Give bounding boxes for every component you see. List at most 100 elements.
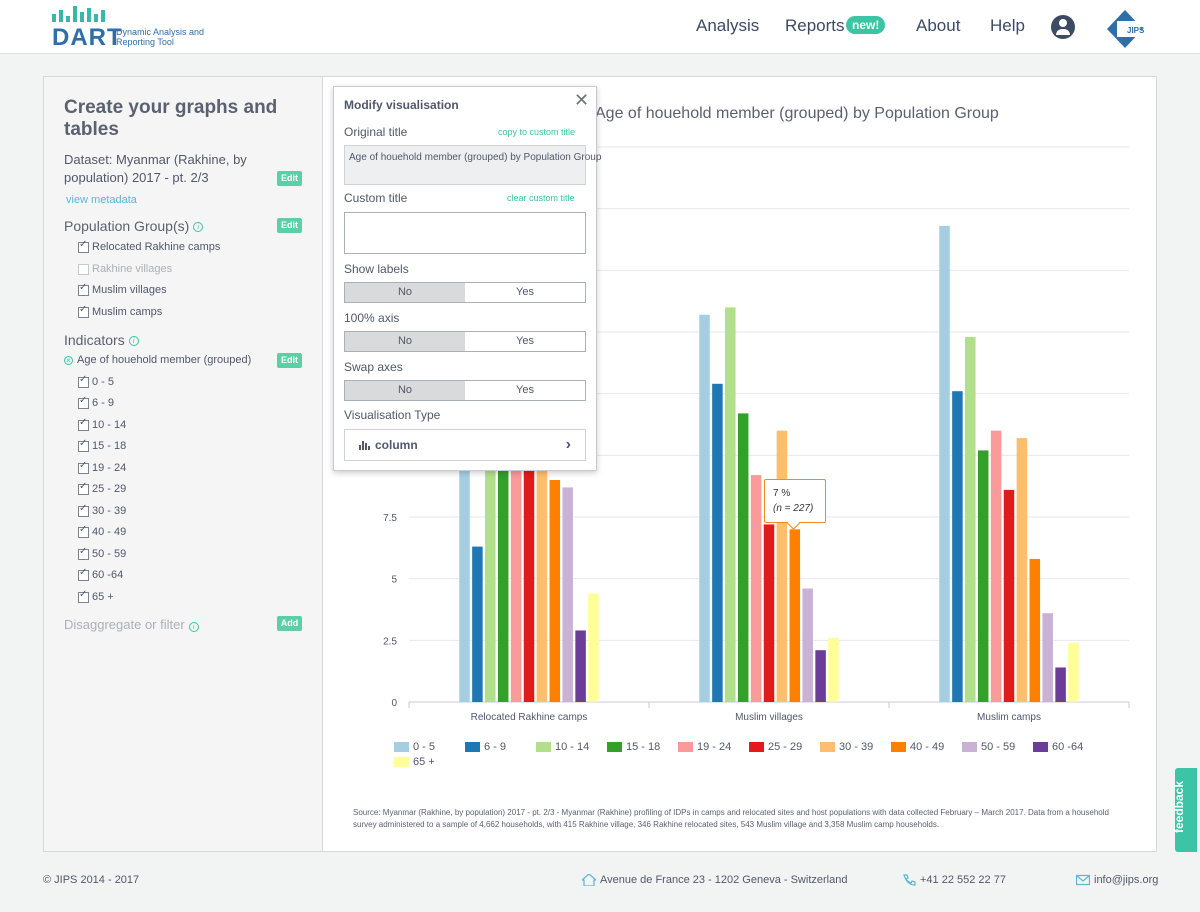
age-group-checkbox[interactable]: 25 - 29 [78,481,126,495]
legend-label: 10 - 14 [555,741,590,753]
nav-help[interactable]: Help [990,16,1025,35]
visualisation-type-select[interactable]: column › [344,429,586,461]
y-tick-label: 2.5 [383,636,397,647]
phone: +41 22 552 22 77 [902,874,1006,886]
legend-item[interactable]: 60 -64 [1033,741,1083,753]
x-category-label: Muslim camps [977,712,1041,723]
info-icon[interactable]: i [193,222,204,233]
age-group-checkbox[interactable]: 40 - 49 [78,524,126,538]
axis-100-yes[interactable]: Yes [516,335,534,347]
original-title-label: Original title [344,125,408,139]
population-checkbox[interactable]: Relocated Rakhine camps [78,239,220,253]
legend-item[interactable]: 19 - 24 [678,741,731,753]
mail-icon [1075,874,1091,886]
legend-item[interactable]: 15 - 18 [607,741,660,753]
home-icon [580,873,598,887]
edit-indicator-button[interactable]: Edit [277,353,302,368]
legend-label: 60 -64 [1052,741,1084,753]
bar [485,406,496,702]
feedback-label: feedback [1172,780,1187,834]
legend-item[interactable]: 10 - 14 [536,741,589,753]
nav-about[interactable]: About [916,16,961,35]
axis-100-no[interactable]: No [345,332,465,351]
legend-item[interactable]: 30 - 39 [820,741,873,753]
population-checkbox[interactable]: Muslim camps [78,304,162,318]
custom-title-input[interactable] [344,212,586,254]
dart-logo[interactable]: DART Dynamic Analysis and Reporting Tool [52,6,212,51]
bar [737,413,749,702]
bar [536,420,548,702]
legend-item[interactable]: 65 + [394,756,435,768]
copy-to-custom-title-link[interactable]: copy to custom title [498,127,576,137]
age-group-checkbox[interactable]: 15 - 18 [78,438,126,452]
edit-dataset-button[interactable]: Edit [277,171,302,186]
chart-title: Age of houehold member (grouped) by Popu… [595,105,999,122]
info-icon[interactable]: i [188,622,199,632]
age-group-checkbox[interactable]: 65 + [78,589,114,603]
feedback-tab[interactable]: feedback [1172,768,1197,852]
bar [828,637,839,702]
show-labels-no[interactable]: No [345,283,465,302]
legend-swatch [536,742,551,752]
age-group-checkbox[interactable]: 50 - 59 [78,546,126,560]
show-labels-toggle: No Yes [344,282,586,303]
legend-swatch [465,742,480,752]
age-group-checkbox[interactable]: 19 - 24 [78,460,126,474]
sidebar-title: Create your graphs and tables [64,97,278,140]
legend-label: 25 - 29 [768,741,803,753]
population-checkbox[interactable]: Muslim villages [78,282,167,296]
jips-logo[interactable]: JIPS [1105,8,1149,50]
remove-indicator-icon[interactable]: × [64,356,73,365]
email-text[interactable]: info@jips.org [1094,874,1159,886]
chart-legend: 0 - 5 6 - 9 10 - 14 15 - 18 19 - 24 25 - 29 30… [394,741,1114,771]
population-checkbox[interactable]: Rakhine villages [78,263,172,275]
population-groups-label: Population Group(s) [64,218,190,234]
legend-swatch [962,742,977,752]
disaggregate-heading: Disaggregate or filter i [64,617,199,632]
close-icon[interactable]: ✕ [574,90,590,110]
indicator-label: Age of houehold member (grouped) [77,354,252,366]
legend-item[interactable]: 25 - 29 [749,741,802,753]
bar [776,430,788,702]
legend-label: 40 - 49 [910,741,945,753]
age-group-checkbox[interactable]: 10 - 14 [78,417,126,431]
add-filter-button[interactable]: Add [277,616,302,631]
clear-custom-title-link[interactable]: clear custom title [507,193,575,203]
legend-item[interactable]: 0 - 5 [394,741,435,753]
show-labels-yes[interactable]: Yes [516,286,534,298]
age-group-checkbox[interactable]: 6 - 9 [78,395,114,409]
nav-reports[interactable]: Reports [785,16,845,35]
swap-axes-no[interactable]: No [345,381,465,400]
swap-axes-yes[interactable]: Yes [516,384,534,396]
age-group-checkbox[interactable]: 30 - 39 [78,503,126,517]
nav-analysis[interactable]: Analysis [696,16,760,35]
bar [789,529,801,702]
legend-swatch [394,742,409,752]
phone-text: +41 22 552 22 77 [920,874,1006,886]
edit-population-button[interactable]: Edit [277,218,302,233]
info-icon[interactable]: i [128,336,139,347]
age-group-checkbox[interactable]: 60 -64 [78,567,123,581]
legend-swatch [678,742,693,752]
legend-label: 6 - 9 [484,741,507,753]
column-chart-icon [359,441,371,451]
top-navbar: DART Dynamic Analysis and Reporting Tool… [0,0,1200,54]
chevron-right-icon: › [565,436,571,453]
bar [1042,613,1053,702]
x-category-label: Relocated Rakhine camps [471,712,588,723]
bar [1016,438,1028,702]
email[interactable]: info@jips.org [1075,874,1159,886]
bar [549,480,561,702]
legend-item[interactable]: 40 - 49 [891,741,944,753]
bar [939,225,950,702]
user-account-icon[interactable] [1051,15,1075,39]
age-group-checkbox[interactable]: 0 - 5 [78,374,114,388]
x-category-label: Muslim villages [735,712,803,723]
bar [977,450,989,702]
legend-swatch [820,742,835,752]
jips-logo-text: JIPS [1127,26,1145,35]
view-metadata-link[interactable]: view metadata [66,194,137,206]
legend-item[interactable]: 50 - 59 [962,741,1015,753]
legend-item[interactable]: 6 - 9 [465,741,506,753]
legend-swatch [607,742,622,752]
